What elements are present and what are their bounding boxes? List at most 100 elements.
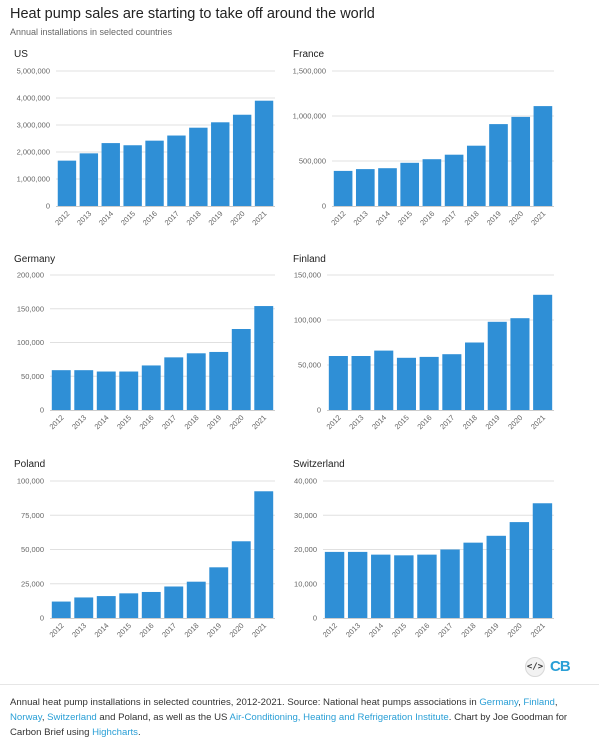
x-tick-label: 2019 [484,413,502,431]
y-tick-label: 0 [40,614,44,623]
y-tick-label: 0 [46,202,50,211]
bar-2017 [164,586,184,618]
x-tick-label: 2012 [329,209,347,227]
y-tick-label: 4,000,000 [17,94,50,103]
y-tick-label: 100,000 [17,477,44,486]
caption-link[interactable]: Switzerland [47,712,97,723]
y-tick-label: 50,000 [21,545,44,554]
caption-text: . Chart by Joe Goodman for Carbon Brief … [10,712,568,738]
bar-2019 [487,321,507,410]
x-tick-label: 2018 [185,209,203,227]
bar-2014 [96,371,116,410]
x-tick-label: 2012 [321,621,339,639]
caption-link[interactable]: Norway [10,712,42,723]
x-tick-label: 2019 [485,209,503,227]
y-tick-label: 50,000 [21,372,44,381]
bar-2017 [440,549,460,618]
bar-2013 [74,597,94,618]
bar-2012 [324,551,345,618]
bar-2019 [486,535,506,618]
x-tick-label: 2013 [70,413,88,431]
x-tick-label: 2013 [75,209,93,227]
bar-2013 [79,153,99,206]
chart-title: Germany [14,254,55,265]
bar-2015 [123,145,142,206]
caption-text: Annual heat pump installations in select… [10,697,480,708]
bar-2016 [141,365,161,410]
x-tick-label: 2014 [97,209,115,227]
caption-link[interactable]: Finland [523,697,555,708]
x-tick-label: 2016 [415,413,433,431]
bar-2021 [254,491,274,618]
x-tick-label: 2016 [141,209,159,227]
x-tick-label: 2017 [160,413,178,431]
y-tick-label: 0 [40,406,44,415]
x-tick-label: 2019 [205,413,223,431]
carbon-brief-logo[interactable]: CB [550,658,571,675]
bar-2020 [511,116,531,206]
bar-2018 [189,127,208,206]
bar-2014 [374,350,394,410]
footer-divider [0,684,599,685]
embed-code-icon[interactable]: </> [525,657,545,677]
x-tick-label: 2020 [228,209,246,227]
bar-2014 [96,596,116,618]
x-tick-label: 2021 [250,413,268,431]
caption-link[interactable]: Highcharts [92,727,138,738]
bar-2017 [444,154,464,206]
caption-link[interactable]: Germany [479,697,519,708]
bar-2016 [145,140,164,206]
x-tick-label: 2017 [160,621,178,639]
x-tick-label: 2018 [183,621,201,639]
x-tick-label: 2015 [115,413,133,431]
x-tick-label: 2013 [347,413,365,431]
y-tick-label: 10,000 [294,579,317,588]
x-tick-label: 2021 [250,209,268,227]
bar-2016 [141,591,161,618]
y-tick-label: 500,000 [299,157,326,166]
bar-2015 [119,593,139,618]
y-tick-label: 1,000,000 [17,175,50,184]
bar-2012 [328,356,348,410]
bar-2014 [101,143,120,206]
x-tick-label: 2019 [205,621,223,639]
y-tick-label: 100,000 [294,316,321,325]
bar-2012 [51,601,71,618]
bar-2014 [371,554,391,618]
x-tick-label: 2021 [250,621,268,639]
x-tick-label: 2018 [463,209,481,227]
x-tick-label: 2018 [461,413,479,431]
bar-2020 [509,522,530,618]
bar-2020 [231,541,251,618]
y-tick-label: 30,000 [294,511,317,520]
x-tick-label: 2012 [325,413,343,431]
x-tick-label: 2017 [436,621,454,639]
chart-title: US [14,49,28,60]
y-tick-label: 3,000,000 [17,121,50,130]
bar-2013 [351,356,371,410]
x-tick-label: 2013 [344,621,362,639]
y-tick-label: 2,000,000 [17,148,50,157]
chart-title: Switzerland [293,459,345,470]
bar-2021 [533,294,553,410]
bar-2018 [463,542,483,618]
bar-2012 [51,370,71,410]
bar-2013 [355,169,375,206]
x-tick-label: 2018 [183,413,201,431]
x-tick-label: 2020 [506,621,524,639]
bar-2012 [333,170,353,206]
bar-2021 [533,106,553,206]
x-tick-label: 2020 [228,621,246,639]
bar-2015 [394,555,414,618]
chart-title: Finland [293,254,326,265]
x-tick-label: 2021 [529,413,547,431]
bar-2013 [74,370,94,410]
caption-link[interactable]: Air-Conditioning, Heating and Refrigerat… [229,712,449,723]
x-tick-label: 2016 [413,621,431,639]
bar-2016 [417,554,437,618]
x-tick-label: 2017 [163,209,181,227]
x-tick-label: 2014 [367,621,385,639]
x-tick-label: 2020 [506,413,524,431]
y-tick-label: 0 [317,406,321,415]
y-tick-label: 75,000 [21,511,44,520]
